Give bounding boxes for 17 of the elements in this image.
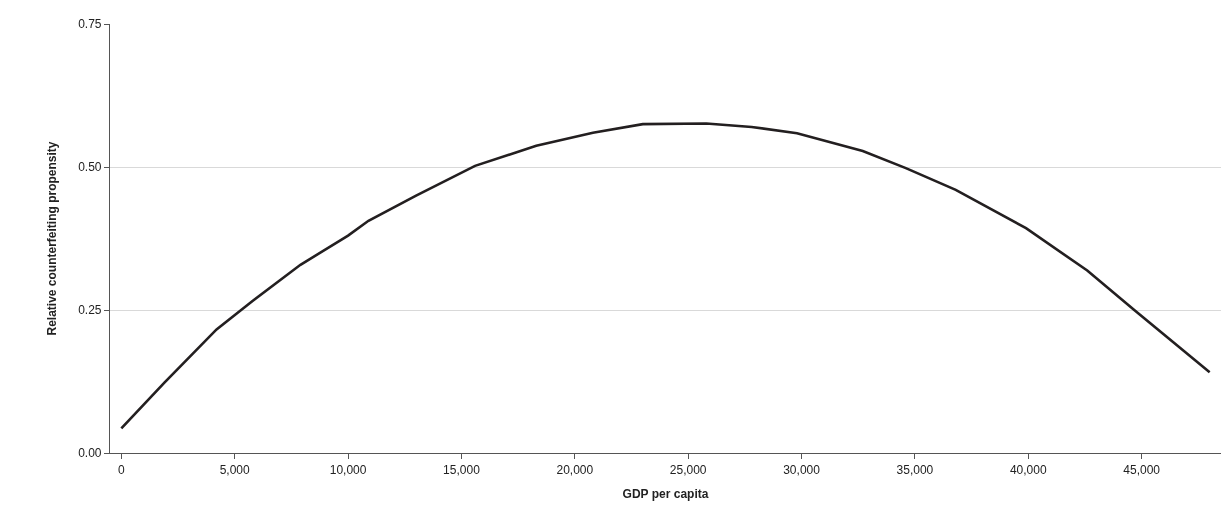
x-tick-label: 0 — [118, 462, 125, 477]
x-tick-label: 35,000 — [896, 462, 934, 477]
x-tick-label: 30,000 — [783, 462, 821, 477]
line-series — [120, 122, 1211, 430]
y-tick-label: 0.50 — [78, 160, 102, 175]
x-tick-label: 20,000 — [556, 462, 594, 477]
x-tick-label: 15,000 — [443, 462, 481, 477]
y-axis-title: Relative counterfeiting propensity — [45, 141, 60, 336]
x-tick-label: 25,000 — [669, 462, 707, 477]
x-tick-label: 10,000 — [329, 462, 367, 477]
x-tick-label: 45,000 — [1123, 462, 1161, 477]
x-axis-title: GDP per capita — [622, 487, 709, 502]
x-tick-label: 5,000 — [219, 462, 251, 477]
x-tick-label: 40,000 — [1009, 462, 1047, 477]
y-tick-label: 0.75 — [78, 17, 102, 32]
y-tick-label: 0.00 — [78, 446, 102, 461]
y-tick-label: 0.25 — [78, 303, 102, 318]
